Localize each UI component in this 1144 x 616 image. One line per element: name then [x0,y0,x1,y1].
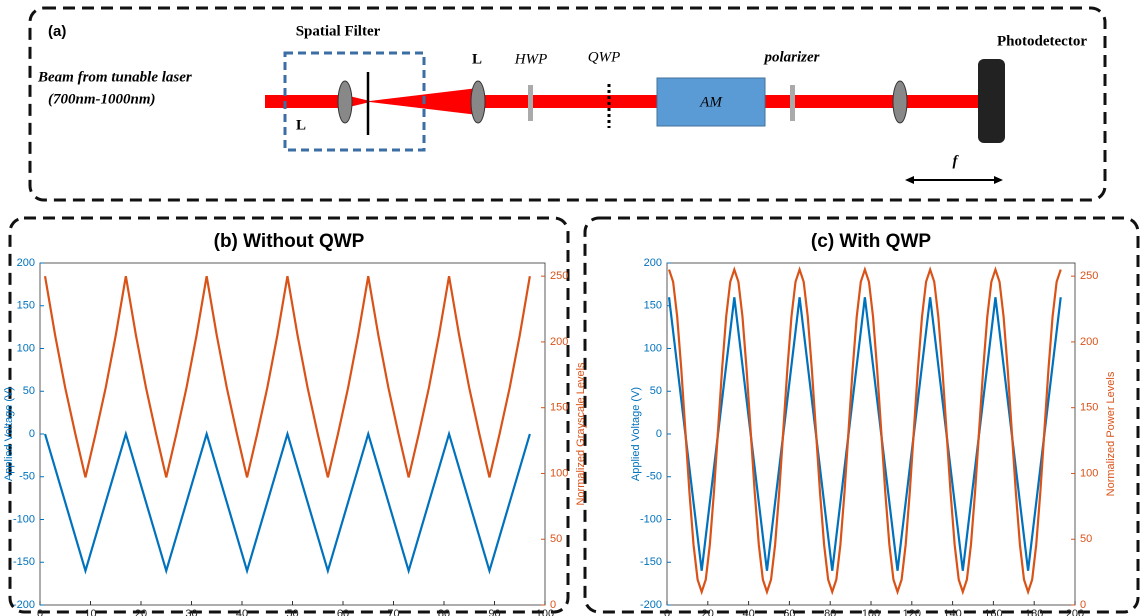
modulator [656,77,766,127]
lens [470,80,486,124]
series-line [43,275,531,478]
x-tick-label: 0 [664,608,670,616]
y2-tick-label: 50 [550,533,562,545]
lens-label: L [296,117,306,133]
x-tick-label: 70 [387,608,399,616]
series-line [667,297,1062,571]
y-axis-label: Applied Voltage (V) [3,387,15,481]
y-tick-label: 200 [644,257,662,269]
y-tick-label: 100 [17,342,35,354]
detector-label: Photodetector [997,33,1087,49]
y-tick-label: 150 [644,300,662,312]
panel-frame [8,216,570,614]
y-tick-label: 100 [644,342,662,354]
arrow-head [994,176,1003,184]
focal-label: f [953,153,960,169]
y-tick-label: 0 [656,428,662,440]
panel-label: (a) [48,23,66,40]
y-tick-label: 150 [17,300,35,312]
x-tick-label: 100 [536,608,554,616]
source-label: (700nm-1000nm) [48,91,156,107]
x-tick-label: 30 [185,608,197,616]
y2-tick-label: 200 [1080,336,1098,348]
x-tick-label: 20 [135,608,147,616]
y2-tick-label: 250 [550,270,568,282]
qwp-label: QWP [588,49,621,65]
spatial-filter-label: Spatial Filter [296,23,381,39]
y-tick-label: -100 [13,513,35,525]
series-line [667,266,1062,596]
y-tick-label: 50 [650,385,662,397]
series-line [43,430,531,575]
polarizer [790,85,795,121]
lens [892,80,908,124]
x-tick-label: 50 [286,608,298,616]
x-tick-label: 200 [1066,608,1084,616]
x-tick-label: 0 [37,608,43,616]
chart-title: (c) With QWP [811,231,931,252]
y2-tick-label: 150 [550,402,568,414]
hwp-label: HWP [514,51,548,67]
x-tick-label: 160 [984,608,1002,616]
x-tick-label: 20 [702,608,714,616]
polarizer-label: polarizer [762,49,819,65]
hwp [528,85,533,121]
x-tick-label: 120 [903,608,921,616]
x-tick-label: 80 [824,608,836,616]
source-label: Beam from tunable laser [37,69,192,85]
x-tick-label: 140 [943,608,961,616]
y2-tick-label: 0 [1080,599,1086,611]
y2-tick-label: 250 [1080,270,1098,282]
am-label: AM [699,94,723,110]
y-tick-label: 200 [17,257,35,269]
y-tick-label: -200 [640,599,662,611]
x-tick-label: 60 [783,608,795,616]
y-tick-label: -150 [13,556,35,568]
plot-area [39,262,546,606]
x-tick-label: 80 [438,608,450,616]
x-tick-label: 10 [84,608,96,616]
y2-tick-label: 100 [1080,467,1098,479]
y2-tick-label: 100 [550,467,568,479]
x-tick-label: 40 [236,608,248,616]
chart-title: (b) Without QWP [214,231,365,252]
panel-frame [583,216,1140,614]
x-tick-label: 60 [337,608,349,616]
y-axis-label: Applied Voltage (V) [630,387,642,481]
beam [265,88,478,115]
arrow-head [905,176,914,184]
y-tick-label: -150 [640,556,662,568]
lens [337,80,353,124]
lens-label: L [472,51,482,67]
y-tick-label: 0 [29,428,35,440]
panel-frame [28,6,1107,202]
x-tick-label: 40 [742,608,754,616]
spatial-filter-box [283,51,426,152]
y-tick-label: -50 [646,471,662,483]
x-tick-label: 100 [862,608,880,616]
x-tick-label: 90 [488,608,500,616]
y-tick-label: -200 [13,599,35,611]
y2-tick-label: 0 [550,599,556,611]
y2-tick-label: 150 [1080,402,1098,414]
y-tick-label: -100 [640,513,662,525]
plot-area [666,262,1076,606]
y2-tick-label: 200 [550,336,568,348]
y2-tick-label: 50 [1080,533,1092,545]
photodetector [978,59,1005,143]
y-tick-label: -50 [19,471,35,483]
y2-axis-label: Normalized Grayscale Levels [575,362,587,506]
y2-axis-label: Normalized Power Levels [1105,371,1117,496]
y-tick-label: 50 [23,385,35,397]
x-tick-label: 180 [1025,608,1043,616]
